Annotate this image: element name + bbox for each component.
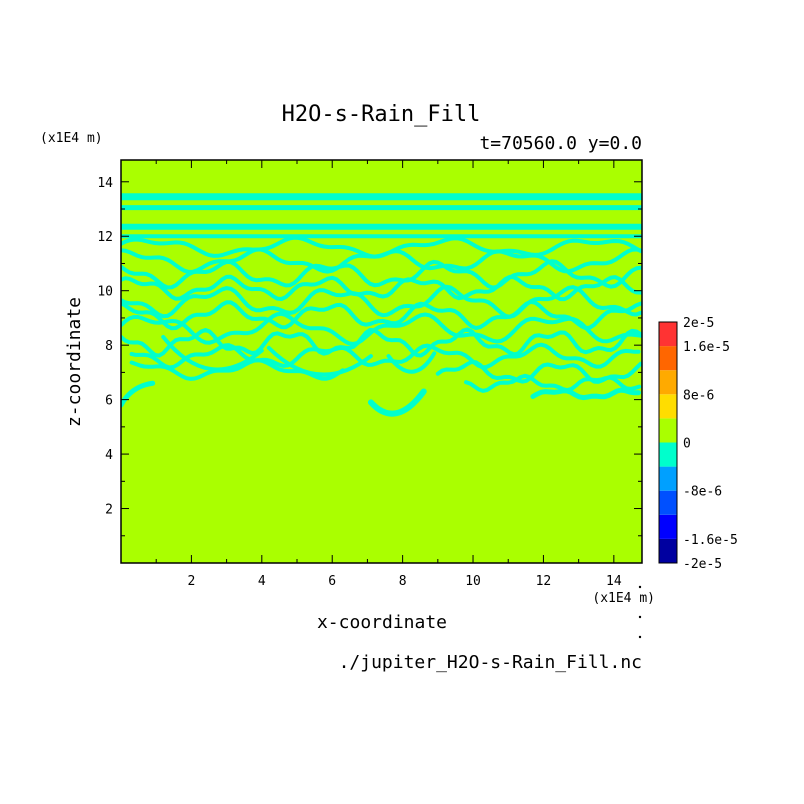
colorbar-segment [659,538,677,563]
y-tick-label: 4 [105,448,113,463]
y-tick-label: 14 [97,176,113,191]
colorbar-tick-label: 8e-6 [683,388,714,403]
contour-line [121,284,642,319]
source-file-label: ./jupiter_H2O-s-Rain_Fill.nc [339,652,642,673]
contour-line [386,351,437,374]
contour-line [266,345,373,377]
contour-line [161,334,264,372]
colorbar-tick-label: 2e-5 [683,316,714,331]
colorbar-tick-label: 0 [683,437,691,452]
colorbar-segment [659,394,677,419]
x-tick-label: 12 [536,574,552,589]
chart-title: H2O-s-Rain_Fill [282,102,481,127]
y-tick-label: 2 [105,503,113,518]
contour-line [530,387,641,401]
x-tick-label: 2 [187,574,195,589]
y-tick-label: 10 [97,285,113,300]
colorbar-segment [659,490,677,515]
contour-line [129,342,641,370]
marker-dot [638,585,642,589]
colorbar-tick-label: 1.6e-5 [683,340,730,355]
colorbar-segment [659,346,677,371]
colorbar-segment [659,442,677,467]
contour-line [121,299,642,331]
heatmap-field [121,160,642,563]
colorbar-tick-label: -1.6e-5 [683,533,738,548]
negative-band-contours [121,193,642,417]
y-axis-ticks: 2 4 6 8 10 12 14 [97,176,642,537]
y-tick-label: 6 [105,394,113,409]
contour-line [367,388,427,417]
colorbar-frame [658,321,678,564]
colorbar-segment [659,466,677,491]
colorbar-segment [659,418,677,443]
x-axis-label: x-coordinate [317,612,447,633]
x-tick-label: 14 [606,574,622,589]
contour-line [121,247,642,274]
colorbar-tick-label: -2e-5 [683,557,722,572]
colorbar-segment [659,370,677,395]
contour-line [121,259,642,290]
contour-line [121,380,156,408]
x-tick-label: 6 [328,574,336,589]
contour-line [121,311,642,346]
contour-line [121,274,642,302]
colorbar-tick-labels: 2e-5 1.6e-5 8e-6 0 -8e-6 -1.6e-5 -2e-5 [683,316,738,572]
x-axis-ticks: 2 4 6 8 10 12 14 [155,160,622,589]
y-tick-label: 12 [97,230,113,245]
colorbar-tick-label: -8e-6 [683,485,722,500]
colorbar [658,321,678,564]
y-tick-label: 8 [105,339,113,354]
contour-line [464,373,642,393]
chart-subtitle: t=70560.0 y=0.0 [479,133,642,154]
x-tick-label: 10 [465,574,481,589]
y-axis-label: z-coordinate [64,297,85,427]
plot-frame [120,159,643,564]
marker-dot [638,635,642,639]
x-unit-label: (x1E4 m) [592,591,655,606]
colorbar-segment [659,514,677,539]
contour-line [121,327,642,358]
marker-dot [638,615,642,619]
z-unit-label: (x1E4 m) [40,131,103,146]
x-tick-label: 4 [258,574,266,589]
colorbar-segment [659,322,677,347]
x-tick-label: 8 [399,574,407,589]
